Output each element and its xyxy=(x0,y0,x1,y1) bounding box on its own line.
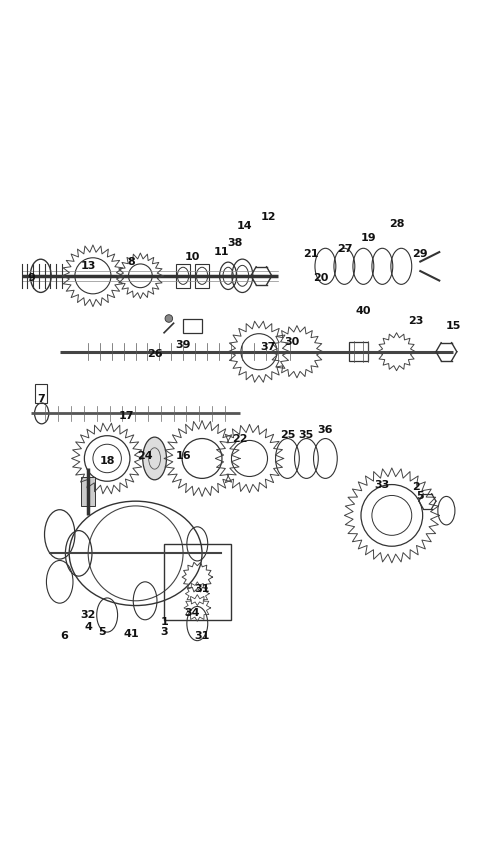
Text: 33: 33 xyxy=(375,480,390,489)
Text: 36: 36 xyxy=(318,425,333,435)
Text: 5: 5 xyxy=(98,627,106,636)
Circle shape xyxy=(165,315,173,322)
Text: 31: 31 xyxy=(194,631,210,642)
Text: 23: 23 xyxy=(408,316,423,326)
Text: 21: 21 xyxy=(303,249,319,260)
Text: 38: 38 xyxy=(228,237,243,248)
Text: 15: 15 xyxy=(446,321,461,330)
Ellipse shape xyxy=(143,437,167,480)
Text: 28: 28 xyxy=(389,218,404,229)
Text: 27: 27 xyxy=(336,243,352,254)
Bar xyxy=(81,477,96,506)
Text: 26: 26 xyxy=(147,349,162,359)
Text: 19: 19 xyxy=(360,233,376,243)
Text: 12: 12 xyxy=(261,212,276,222)
Text: 31: 31 xyxy=(194,584,210,594)
Text: 39: 39 xyxy=(175,340,191,350)
Text: 13: 13 xyxy=(81,261,96,271)
Text: 34: 34 xyxy=(185,608,200,617)
Text: 17: 17 xyxy=(119,411,134,421)
Text: 3: 3 xyxy=(160,627,168,636)
Text: 22: 22 xyxy=(232,434,248,445)
Text: 20: 20 xyxy=(313,273,328,283)
Text: 1: 1 xyxy=(160,617,168,627)
Text: 25: 25 xyxy=(280,430,295,439)
Bar xyxy=(195,264,209,287)
Bar xyxy=(349,342,368,361)
Text: 30: 30 xyxy=(285,337,300,347)
Text: 11: 11 xyxy=(213,247,229,257)
Text: 41: 41 xyxy=(123,629,139,639)
Text: 7: 7 xyxy=(37,394,45,404)
Bar xyxy=(35,384,47,403)
Bar xyxy=(164,544,230,620)
Text: 10: 10 xyxy=(185,252,200,261)
Text: 4: 4 xyxy=(84,622,92,632)
Text: 5: 5 xyxy=(417,491,424,501)
Text: 6: 6 xyxy=(60,631,68,642)
Text: 8: 8 xyxy=(127,256,135,267)
Bar xyxy=(183,318,202,333)
Text: 32: 32 xyxy=(81,610,96,620)
Text: 40: 40 xyxy=(356,306,371,316)
Text: 29: 29 xyxy=(412,249,428,260)
Text: 14: 14 xyxy=(237,221,252,231)
Text: 35: 35 xyxy=(299,430,314,439)
Text: 9: 9 xyxy=(27,273,35,283)
Text: 24: 24 xyxy=(137,452,153,461)
Text: 16: 16 xyxy=(175,452,191,461)
Text: 18: 18 xyxy=(99,456,115,466)
Text: 37: 37 xyxy=(261,342,276,352)
Bar xyxy=(176,264,190,287)
Text: 2: 2 xyxy=(412,482,420,492)
